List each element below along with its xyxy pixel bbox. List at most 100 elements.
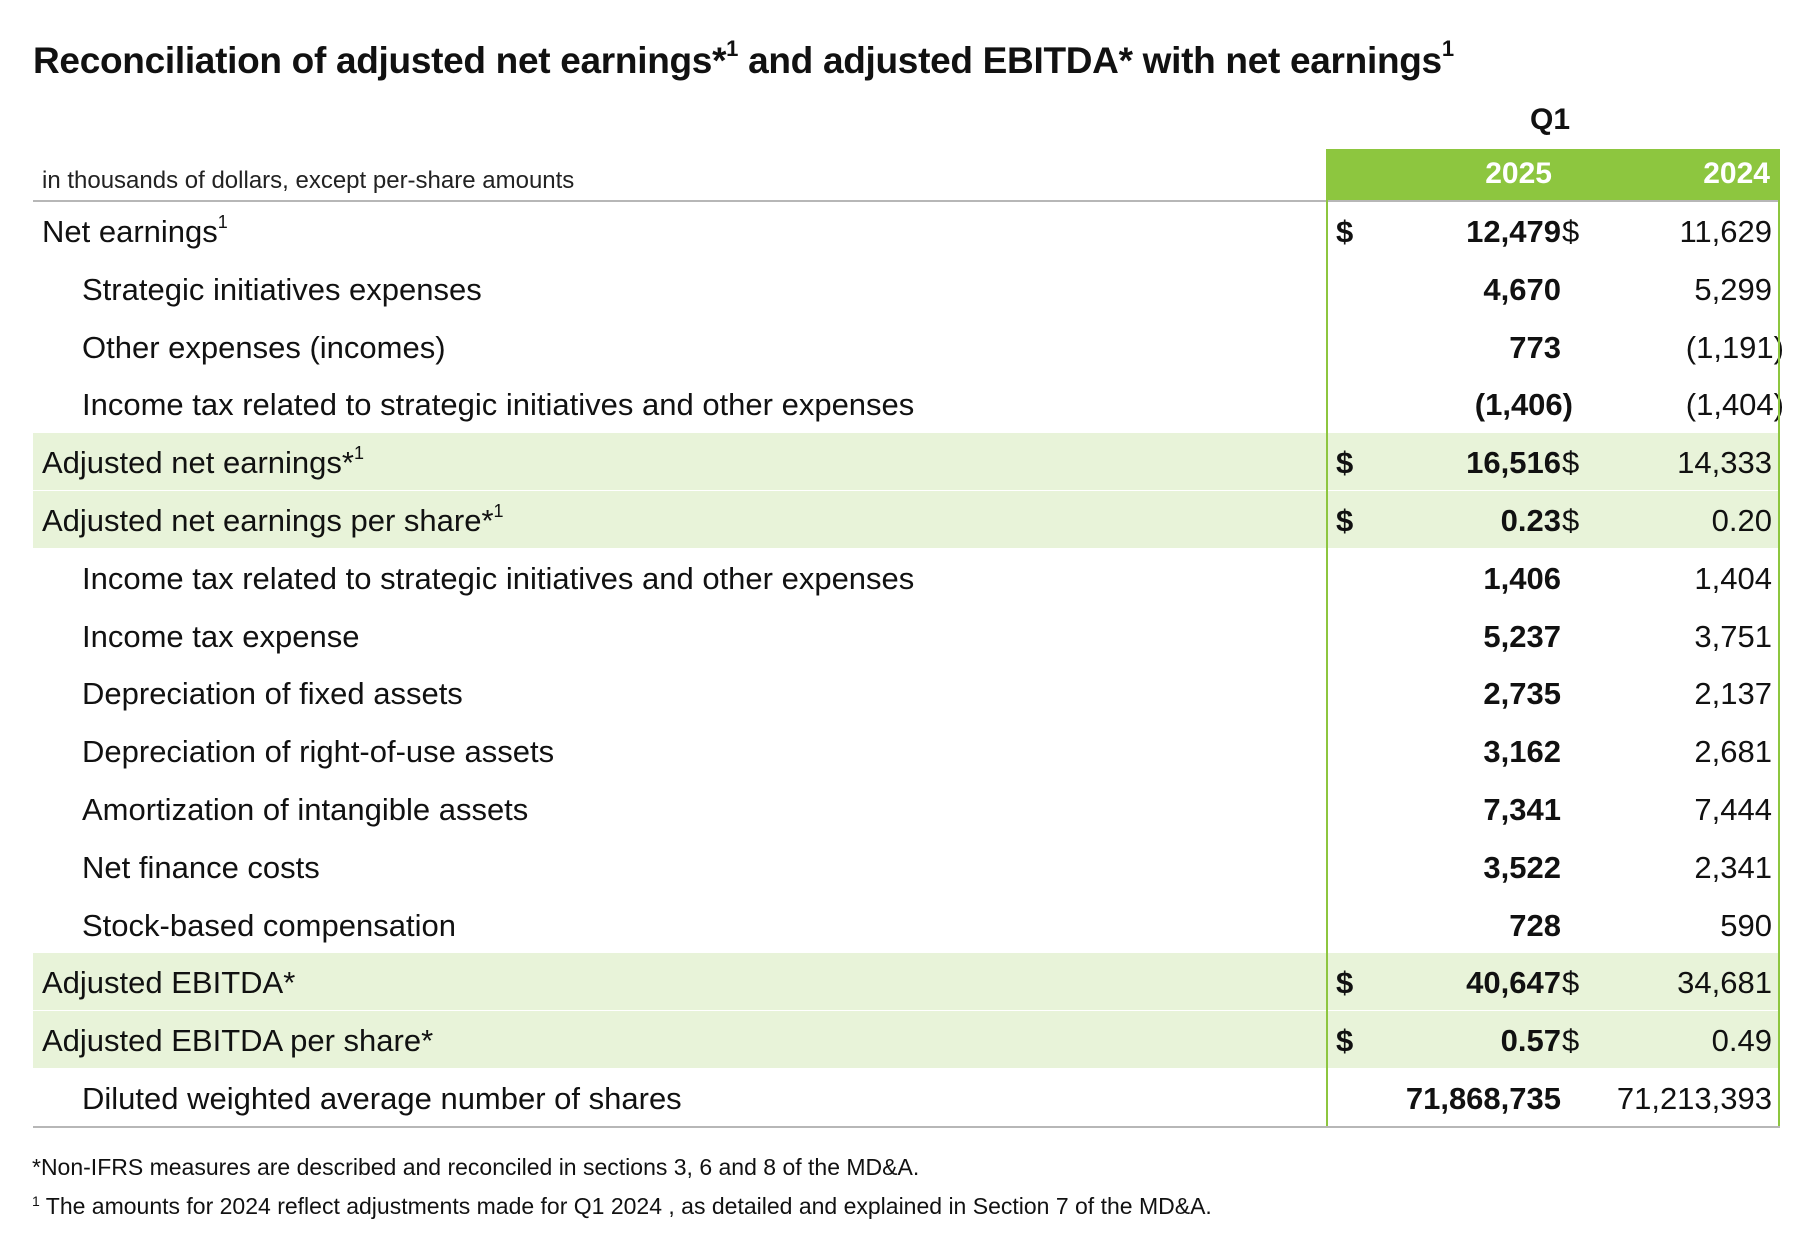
- value-2024: 590: [1720, 907, 1772, 943]
- table-row: Adjusted EBITDA* $ $40,647 34,681: [33, 953, 1780, 1012]
- value-2024: (1,191): [1685, 329, 1784, 365]
- row-label-text: Adjusted net earnings per share*: [42, 502, 494, 538]
- value-2024: 7,444: [1694, 791, 1772, 827]
- value-2025: 773: [1509, 329, 1561, 365]
- row-label-text: Amortization of intangible assets: [82, 791, 529, 827]
- currency-symbol-2025: $: [1336, 445, 1354, 481]
- row-label-text: Depreciation of fixed assets: [82, 676, 463, 712]
- table-row: Income tax related to strategic initiati…: [33, 549, 1780, 607]
- currency-symbol-2025: $: [1336, 965, 1354, 1001]
- value-2024: 3,751: [1694, 618, 1772, 654]
- value-2025: 2,735: [1483, 676, 1561, 712]
- row-label: Other expenses (incomes): [82, 330, 446, 366]
- value-2024: 0.49: [1711, 1023, 1772, 1059]
- value-2025: 5,237: [1483, 618, 1561, 654]
- row-label: Adjusted net earnings per share*1: [42, 500, 504, 539]
- row-label: Depreciation of right-of-use assets: [82, 734, 554, 770]
- row-label-text: Net finance costs: [82, 849, 320, 885]
- row-label: Income tax expense: [82, 619, 359, 655]
- row-label: Diluted weighted average number of share…: [82, 1081, 682, 1117]
- table-row: Diluted weighted average number of share…: [33, 1069, 1780, 1127]
- value-2025: 7,341: [1483, 791, 1561, 827]
- footnote-non-ifrs: *Non-IFRS measures are described and rec…: [32, 1154, 920, 1180]
- value-2024: 11,629: [1679, 214, 1772, 249]
- value-2025: 12,479: [1466, 214, 1561, 249]
- row-label: Adjusted net earnings*1: [42, 443, 364, 481]
- column-left-border: [1326, 200, 1328, 1128]
- value-2025: (1,406): [1474, 387, 1573, 423]
- value-2024: 34,681: [1677, 965, 1772, 1001]
- table-row: Adjusted EBITDA per share* $ $0.57 0.49: [33, 1011, 1780, 1069]
- value-2024: 0.20: [1711, 502, 1772, 538]
- value-2025: 0.57: [1500, 1023, 1561, 1059]
- row-label-superscript: 1: [493, 500, 504, 521]
- table-row: Income tax expense 5,237 3,751: [33, 607, 1780, 665]
- reconciliation-table: Net earnings1 $ $12,479 11,629 Strategic ini…: [33, 202, 1784, 1127]
- currency-symbol-2025: $: [1336, 214, 1354, 249]
- value-2025: 0.23: [1500, 502, 1561, 538]
- row-label: Net finance costs: [82, 850, 320, 886]
- column-header-2025: 2025: [1485, 157, 1552, 190]
- table-row: Amortization of intangible assets 7,341 7,…: [33, 780, 1780, 838]
- value-2025: 1,406: [1483, 560, 1561, 596]
- currency-symbol-2024: $: [1562, 445, 1580, 481]
- row-label-text: Diluted weighted average number of share…: [82, 1080, 682, 1116]
- row-label-superscript: 1: [217, 212, 228, 232]
- table-row: Adjusted net earnings per share*1 $ $0.23 0…: [33, 490, 1780, 549]
- row-label: Income tax related to strategic initiati…: [82, 387, 914, 423]
- value-2025: 71,868,735: [1405, 1080, 1561, 1116]
- value-2025: 40,647: [1466, 965, 1561, 1001]
- value-2024: 1,404: [1694, 560, 1772, 596]
- footnote-adjustments: 1 The amounts for 2024 reflect adjustmen…: [32, 1193, 1212, 1220]
- row-label-text: Other expenses (incomes): [82, 329, 446, 365]
- table-row: Other expenses (incomes) 773 (1,191): [33, 318, 1784, 376]
- column-right-border: [1778, 149, 1780, 1128]
- currency-symbol-2024: $: [1562, 965, 1580, 1001]
- row-label: Adjusted EBITDA per share*: [42, 1023, 433, 1059]
- row-label: Amortization of intangible assets: [82, 792, 528, 828]
- title-superscript-1: 1: [726, 36, 739, 61]
- row-label-text: Income tax expense: [82, 618, 360, 654]
- row-label: Income tax related to strategic initiati…: [82, 561, 914, 597]
- table-row: Income tax related to strategic initiati…: [33, 375, 1784, 433]
- currency-symbol-2024: $: [1562, 214, 1580, 249]
- value-2025: 4,670: [1483, 271, 1561, 307]
- row-label-text: Stock-based compensation: [82, 907, 456, 943]
- value-2025: 3,522: [1483, 849, 1561, 885]
- value-2024: 5,299: [1694, 271, 1772, 307]
- row-label-text: Depreciation of right-of-use assets: [82, 734, 555, 770]
- title-part-2: and adjusted EBITDA* with net earnings: [738, 40, 1442, 81]
- value-2024: 71,213,393: [1616, 1080, 1772, 1116]
- table-row: Depreciation of fixed assets 2,735 2,137: [33, 664, 1780, 722]
- row-label: Strategic initiatives expenses: [82, 272, 482, 308]
- row-label: Net earnings1: [42, 212, 228, 250]
- table-row: Depreciation of right-of-use assets 3,162…: [33, 722, 1780, 780]
- currency-symbol-2025: $: [1336, 502, 1354, 538]
- currency-symbol-2024: $: [1562, 502, 1580, 538]
- table-top-rule: [33, 200, 1780, 202]
- period-label: Q1: [1530, 103, 1571, 136]
- table-row: Adjusted net earnings*1 $ $16,516 14,333: [33, 433, 1780, 491]
- row-label: Adjusted EBITDA*: [42, 965, 295, 1001]
- footnote-adjustments-text: The amounts for 2024 reflect adjustments…: [45, 1193, 1212, 1219]
- row-label: Depreciation of fixed assets: [82, 676, 463, 712]
- title-superscript-2: 1: [1441, 36, 1454, 61]
- currency-symbol-2025: $: [1336, 1023, 1354, 1059]
- row-label: Stock-based compensation: [82, 908, 456, 944]
- row-label-text: Strategic initiatives expenses: [82, 271, 482, 307]
- table-row: Net earnings1 $ $12,479 11,629: [33, 202, 1780, 260]
- value-2024: 2,681: [1694, 734, 1772, 770]
- row-label-text: Adjusted EBITDA per share*: [42, 1023, 434, 1059]
- value-2025: 16,516: [1466, 445, 1561, 481]
- currency-symbol-2024: $: [1562, 1023, 1580, 1059]
- footnote-superscript: 1: [32, 1193, 40, 1209]
- value-2024: 2,341: [1694, 849, 1772, 885]
- row-label-text: Income tax related to strategic initiati…: [82, 387, 915, 423]
- units-note: in thousands of dollars, except per-shar…: [42, 167, 575, 194]
- value-2024: 14,333: [1677, 445, 1772, 481]
- value-2024: 2,137: [1694, 676, 1772, 712]
- row-label-text: Income tax related to strategic initiati…: [82, 560, 915, 596]
- value-2024: (1,404): [1685, 387, 1784, 423]
- title-part-1: Reconciliation of adjusted net earnings*: [33, 40, 727, 81]
- row-label-superscript: 1: [353, 443, 364, 464]
